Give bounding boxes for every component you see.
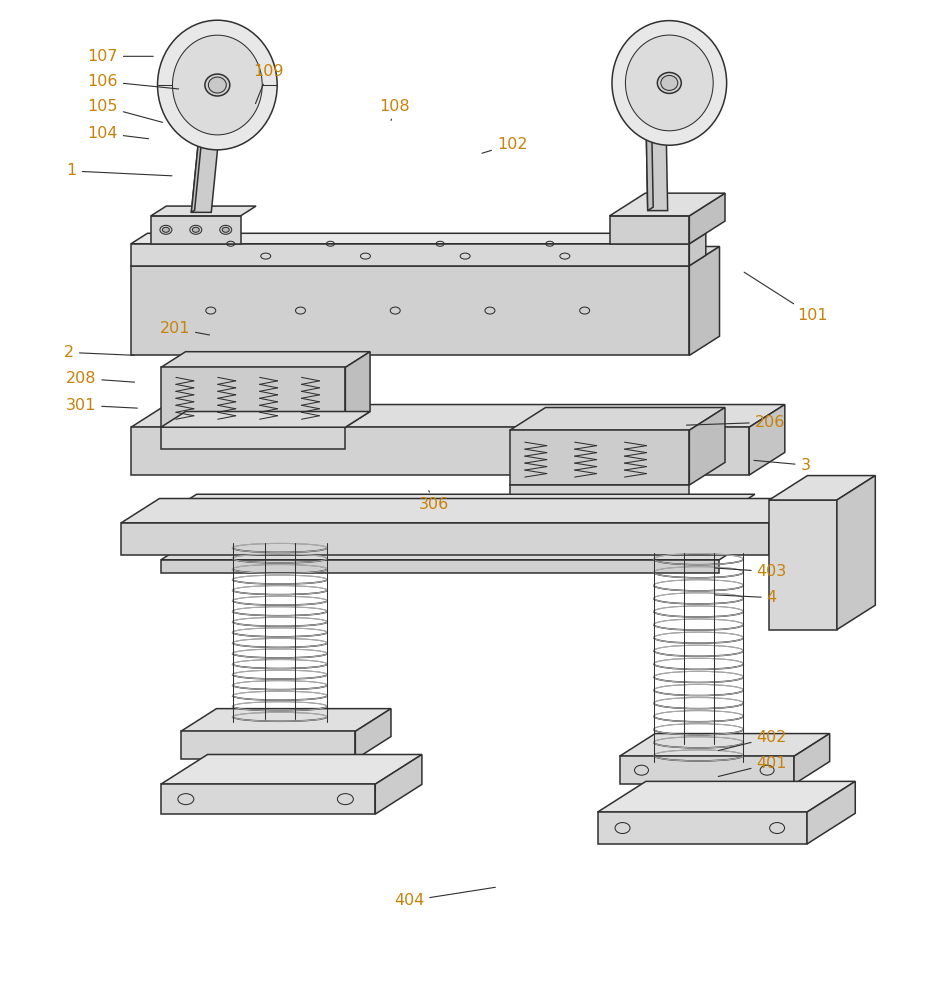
Polygon shape — [769, 500, 837, 630]
Polygon shape — [598, 781, 855, 812]
Ellipse shape — [661, 75, 678, 90]
Polygon shape — [837, 476, 875, 630]
Text: 206: 206 — [686, 415, 785, 430]
Text: 201: 201 — [160, 321, 210, 336]
Polygon shape — [180, 709, 391, 731]
Polygon shape — [509, 408, 725, 430]
Polygon shape — [689, 193, 725, 244]
Polygon shape — [646, 122, 667, 211]
Polygon shape — [131, 247, 719, 266]
Polygon shape — [161, 367, 345, 427]
Polygon shape — [689, 247, 719, 355]
Polygon shape — [749, 405, 785, 475]
Text: 401: 401 — [718, 756, 787, 777]
Polygon shape — [161, 517, 719, 535]
Polygon shape — [689, 408, 725, 485]
Text: 3: 3 — [754, 458, 810, 473]
Polygon shape — [161, 427, 345, 449]
Text: 102: 102 — [482, 137, 527, 153]
Polygon shape — [131, 244, 689, 266]
Ellipse shape — [163, 227, 169, 232]
Text: 108: 108 — [380, 99, 411, 120]
Polygon shape — [121, 499, 807, 523]
Text: 301: 301 — [66, 398, 137, 413]
Text: 1: 1 — [67, 163, 172, 178]
Polygon shape — [161, 560, 719, 573]
Polygon shape — [794, 734, 830, 784]
Polygon shape — [151, 216, 241, 244]
Polygon shape — [609, 216, 689, 244]
Polygon shape — [646, 118, 653, 211]
Text: 104: 104 — [87, 126, 149, 141]
Polygon shape — [355, 709, 391, 759]
Polygon shape — [161, 784, 375, 814]
Polygon shape — [509, 485, 689, 505]
Text: 101: 101 — [744, 272, 827, 323]
Polygon shape — [161, 412, 370, 427]
Polygon shape — [807, 781, 855, 844]
Ellipse shape — [625, 35, 713, 131]
Ellipse shape — [205, 74, 229, 96]
Polygon shape — [131, 427, 749, 475]
Ellipse shape — [172, 35, 262, 135]
Ellipse shape — [220, 225, 231, 234]
Polygon shape — [769, 499, 807, 555]
Text: 109: 109 — [253, 64, 284, 104]
Ellipse shape — [222, 227, 229, 232]
Polygon shape — [161, 537, 755, 560]
Polygon shape — [131, 233, 706, 244]
Polygon shape — [375, 754, 422, 814]
Text: 404: 404 — [394, 887, 495, 908]
Polygon shape — [192, 123, 220, 212]
Polygon shape — [131, 266, 689, 355]
Polygon shape — [769, 476, 875, 500]
Text: 107: 107 — [87, 49, 153, 64]
Polygon shape — [619, 734, 830, 756]
Polygon shape — [509, 430, 689, 485]
Text: 4: 4 — [714, 590, 776, 605]
Text: 208: 208 — [66, 371, 134, 386]
Text: 2: 2 — [64, 345, 134, 360]
Polygon shape — [161, 754, 422, 784]
Ellipse shape — [657, 72, 682, 93]
Text: 106: 106 — [87, 74, 179, 89]
Polygon shape — [345, 352, 370, 427]
Polygon shape — [121, 523, 769, 555]
Polygon shape — [131, 405, 785, 427]
Ellipse shape — [209, 77, 227, 93]
Polygon shape — [151, 206, 256, 216]
Polygon shape — [180, 731, 355, 759]
Polygon shape — [161, 494, 755, 517]
Text: 105: 105 — [87, 99, 163, 122]
Ellipse shape — [193, 227, 199, 232]
Polygon shape — [689, 233, 706, 266]
Text: 403: 403 — [714, 564, 787, 579]
Ellipse shape — [190, 225, 202, 234]
Polygon shape — [192, 121, 203, 212]
Ellipse shape — [160, 225, 172, 234]
Polygon shape — [609, 193, 725, 216]
Ellipse shape — [158, 20, 277, 150]
Text: 306: 306 — [419, 491, 449, 512]
Polygon shape — [598, 812, 807, 844]
Polygon shape — [161, 352, 370, 367]
Polygon shape — [619, 756, 794, 784]
Text: 402: 402 — [718, 730, 787, 751]
Ellipse shape — [612, 21, 727, 145]
